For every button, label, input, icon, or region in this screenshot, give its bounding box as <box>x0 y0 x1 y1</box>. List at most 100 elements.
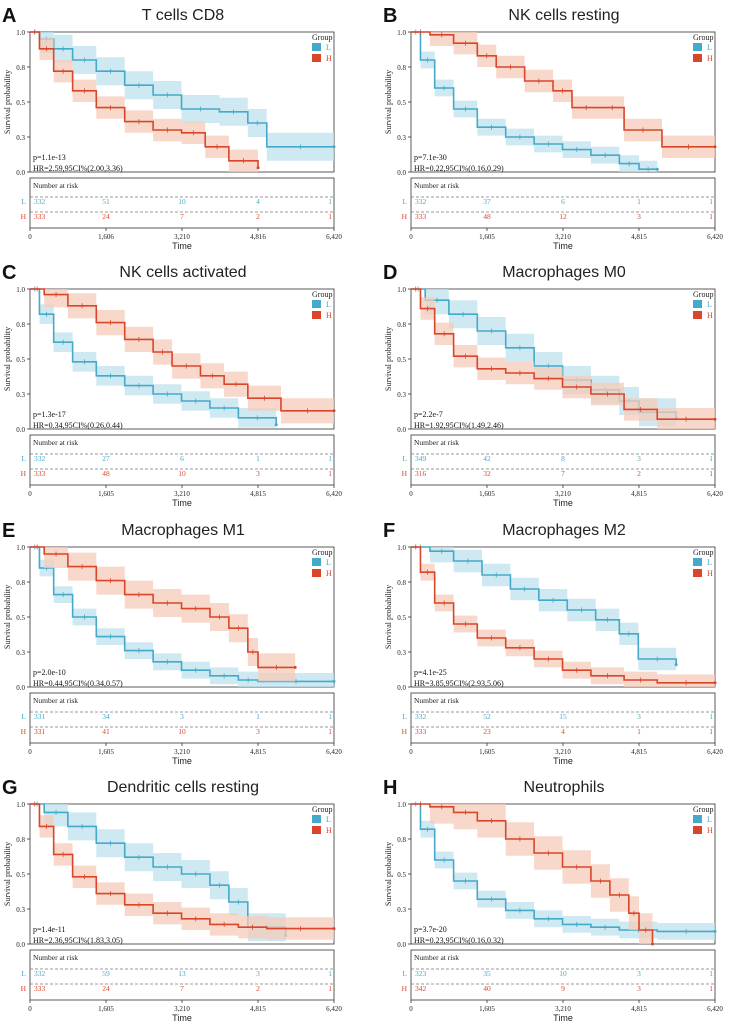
risk-count: 4 <box>256 197 260 206</box>
y-tick-label: 1.0 <box>16 29 25 37</box>
panel-letter: F <box>383 520 395 542</box>
risk-count: 3 <box>637 212 641 221</box>
hazard-ratio: HR=2.36,95CI%(1.83,3.05) <box>33 936 123 945</box>
risk-count: 2 <box>637 469 641 478</box>
risk-count: 1 <box>328 469 332 478</box>
risk-count: 3 <box>637 454 641 463</box>
risk-count: 349 <box>415 454 427 463</box>
risk-table-title: Number at risk <box>33 696 78 705</box>
x-tick-label: 1,605 <box>479 490 495 498</box>
legend-swatch-l <box>312 815 321 823</box>
x-tick-label: 0 <box>28 490 32 498</box>
risk-count: 333 <box>34 212 46 221</box>
panel-letter: C <box>2 262 16 284</box>
risk-count: 1 <box>328 454 332 463</box>
y-tick-label: 0.3 <box>397 906 406 914</box>
risk-table-title: Number at risk <box>33 438 78 447</box>
y-tick-label: 0.0 <box>16 426 25 434</box>
risk-row-label-l: L <box>402 969 407 978</box>
legend-label-h: H <box>326 826 332 835</box>
risk-count: 1 <box>256 454 260 463</box>
risk-count: 10 <box>178 469 186 478</box>
y-axis-label: Survival probability <box>384 327 393 391</box>
x-axis-label: Time <box>553 756 573 766</box>
risk-count: 332 <box>415 712 427 721</box>
end-marker <box>332 145 336 149</box>
end-marker <box>713 417 717 421</box>
risk-row-label-l: L <box>21 712 26 721</box>
risk-count: 40 <box>483 984 491 993</box>
panel-d: D Macrophages M0 Survival probability 0.0 0.… <box>383 262 723 508</box>
x-tick-label: 4,815 <box>631 748 647 756</box>
risk-count: 2 <box>256 984 260 993</box>
legend-swatch-h <box>312 311 321 319</box>
risk-count: 1 <box>328 969 332 978</box>
risk-count: 1 <box>637 727 641 736</box>
ci-band-h <box>411 32 715 158</box>
risk-count: 48 <box>483 212 491 221</box>
x-tick-label: 1,605 <box>98 748 114 756</box>
y-tick-label: 0.3 <box>16 391 25 399</box>
risk-count: 59 <box>102 969 110 978</box>
risk-count: 4 <box>561 727 565 736</box>
p-value: p=1.4e-11 <box>33 925 65 934</box>
y-tick-label: 1.0 <box>16 286 25 294</box>
panel-title: NK cells resting <box>508 7 619 24</box>
end-marker <box>256 166 260 170</box>
y-tick-label: 0.8 <box>397 321 406 329</box>
y-tick-label: 1.0 <box>397 29 406 37</box>
legend-label-h: H <box>326 54 332 63</box>
risk-table-title: Number at risk <box>414 438 459 447</box>
risk-count: 323 <box>415 969 427 978</box>
p-value: p=2.0e-10 <box>33 668 66 677</box>
y-tick-label: 0.8 <box>397 64 406 72</box>
risk-table-title: Number at risk <box>414 953 459 962</box>
x-tick-label: 6,420 <box>326 233 342 241</box>
x-tick-label: 4,815 <box>250 748 266 756</box>
panel-c: C NK cells activated Survival probability 0… <box>2 262 342 508</box>
legend-swatch-h <box>693 311 702 319</box>
risk-count: 332 <box>34 454 46 463</box>
risk-count: 1 <box>709 969 713 978</box>
legend-swatch-l <box>312 43 321 51</box>
risk-count: 342 <box>415 984 427 993</box>
risk-count: 42 <box>483 454 491 463</box>
x-tick-label: 3,210 <box>555 748 571 756</box>
end-marker <box>713 681 717 685</box>
risk-count: 24 <box>102 212 110 221</box>
panel-title: Dendritic cells resting <box>107 779 259 796</box>
risk-count: 41 <box>102 727 110 736</box>
x-tick-label: 1,606 <box>98 233 114 241</box>
x-tick-label: 6,420 <box>707 748 723 756</box>
end-marker <box>332 927 336 931</box>
risk-count: 1 <box>709 712 713 721</box>
risk-count: 333 <box>415 727 427 736</box>
panel-letter: E <box>2 520 15 542</box>
ci-band-h <box>411 547 715 687</box>
x-tick-label: 0 <box>409 233 413 241</box>
risk-count: 48 <box>102 469 110 478</box>
x-tick-label: 3,210 <box>174 748 190 756</box>
y-tick-label: 0.0 <box>397 426 406 434</box>
legend-label-l: L <box>326 815 331 824</box>
x-axis-label: Time <box>553 498 573 508</box>
x-tick-label: 6,420 <box>707 490 723 498</box>
panel-g: G Dendritic cells resting Survival probabi… <box>2 777 342 1023</box>
p-value: p=1.3e-17 <box>33 410 66 419</box>
risk-count: 1 <box>709 454 713 463</box>
legend-swatch-l <box>693 815 702 823</box>
y-axis-label: Survival probability <box>3 585 12 649</box>
risk-count: 15 <box>559 712 567 721</box>
y-tick-label: 1.0 <box>16 801 25 809</box>
x-tick-label: 1,605 <box>479 748 495 756</box>
panel-b: B NK cells resting Survival probability 0.0… <box>383 5 723 251</box>
legend-label-h: H <box>707 54 713 63</box>
survival-curve-h <box>30 31 259 168</box>
risk-count: 333 <box>34 469 46 478</box>
x-tick-label: 3,210 <box>174 490 190 498</box>
x-tick-label: 6,420 <box>326 490 342 498</box>
x-tick-label: 6,420 <box>326 1005 342 1013</box>
ci-band-h <box>30 32 258 172</box>
risk-count: 3 <box>256 727 260 736</box>
p-value: p=4.1e-25 <box>414 668 447 677</box>
